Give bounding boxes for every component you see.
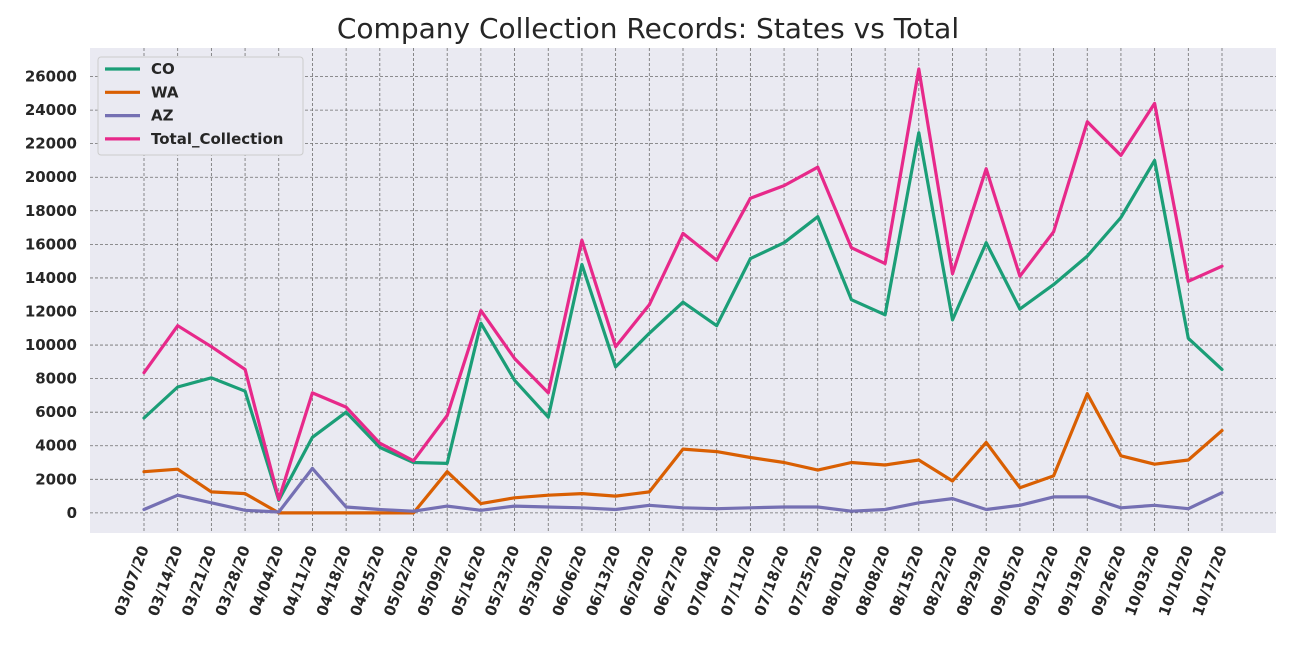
series-line-total-collection	[142, 67, 1224, 501]
y-tick-label: 0	[67, 504, 77, 522]
chart-title: Company Collection Records: States vs To…	[336, 12, 960, 45]
y-tick-label: 26000	[25, 68, 77, 86]
legend-label: CO	[151, 60, 175, 78]
series-lines	[142, 67, 1224, 515]
y-axis-ticks: 0 2000 4000 6000 8000 10000 12000 14000 16000 180…	[25, 68, 77, 522]
series-line-wa	[142, 392, 1224, 515]
y-tick-label: 12000	[25, 302, 77, 320]
y-tick-label: 2000	[35, 470, 77, 488]
legend-label: Total_Collection	[151, 130, 283, 148]
y-tick-label: 10000	[25, 336, 77, 354]
y-tick-label: 18000	[25, 202, 77, 220]
y-tick-label: 16000	[25, 235, 77, 253]
y-tick-label: 4000	[35, 437, 77, 455]
y-tick-label: 24000	[25, 101, 77, 119]
y-tick-label: 6000	[35, 403, 77, 421]
legend-label: WA	[151, 83, 179, 101]
y-tick-label: 14000	[25, 269, 77, 287]
legend-label: AZ	[151, 107, 174, 125]
y-tick-label: 22000	[25, 135, 77, 153]
series-line-az	[142, 466, 1224, 514]
legend: CO WA AZ Total_Collection	[97, 56, 304, 156]
x-axis-ticks: 03/07/2003/14/2003/21/2003/28/2004/04/20…	[111, 543, 1231, 618]
series-line-co	[142, 131, 1224, 502]
legend-box	[97, 56, 304, 156]
y-tick-label: 8000	[35, 370, 77, 388]
y-tick-label: 20000	[25, 168, 77, 186]
